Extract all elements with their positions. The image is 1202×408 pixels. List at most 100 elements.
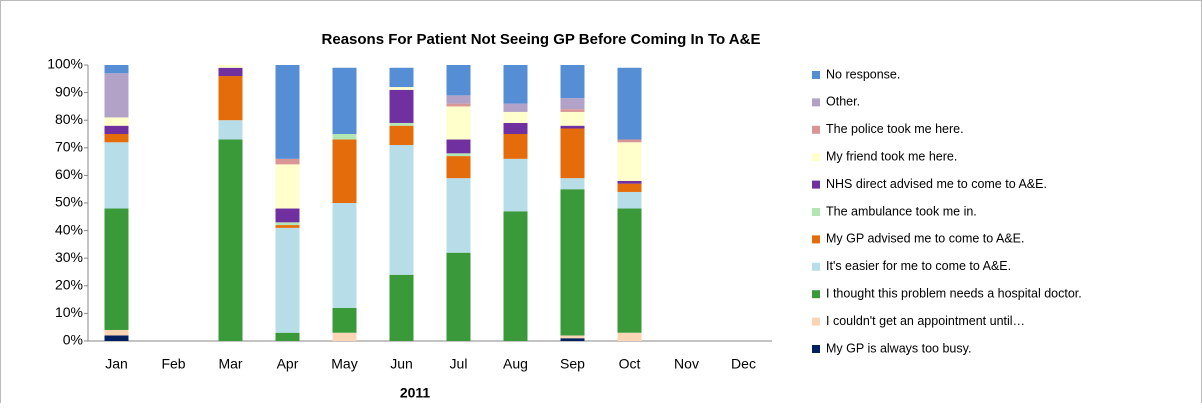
bar-segment — [446, 153, 471, 157]
bar-segment — [275, 332, 300, 341]
bar-segment — [446, 252, 471, 341]
bar-segment — [332, 307, 357, 333]
y-tick-label: 100% — [47, 56, 83, 72]
bar-segment — [218, 67, 243, 77]
legend-swatch — [812, 290, 820, 299]
bar-segment — [332, 203, 357, 308]
bar-segment — [560, 338, 585, 341]
bar-segment — [104, 73, 129, 118]
bar-segment — [389, 274, 414, 341]
bar-segment — [617, 67, 642, 140]
bar-segment — [389, 89, 414, 123]
bar-segment — [104, 329, 129, 336]
bar-segment — [446, 178, 471, 253]
x-tick-label: Nov — [674, 356, 699, 372]
bar-segment — [104, 134, 129, 143]
x-tick-label: Feb — [161, 356, 185, 372]
bar-segment — [104, 125, 129, 134]
y-tick-label: 30% — [55, 249, 83, 265]
legend-text: It's easier for me to come to A&E. — [826, 259, 1011, 273]
y-tick-label: 80% — [55, 111, 83, 127]
legend-text: My friend took me here. — [826, 149, 957, 163]
x-tick-label: Jun — [390, 356, 413, 372]
x-tick-label: Mar — [218, 356, 242, 372]
x-tick-label: Aug — [503, 356, 528, 372]
bar-segment — [275, 208, 300, 223]
y-tick-label: 0% — [63, 332, 83, 348]
bar-segment — [446, 103, 471, 107]
bar-segment — [218, 65, 243, 68]
legend-text: Other. — [826, 95, 860, 109]
bar-segment — [617, 139, 642, 143]
bar-segment — [503, 134, 528, 159]
bar-segment — [446, 106, 471, 140]
legend-text: My GP is always too busy. — [826, 341, 971, 355]
bar-segment — [275, 164, 300, 209]
legend-text: No response. — [826, 67, 900, 81]
bar-segment — [560, 109, 585, 112]
bar-segment — [617, 183, 642, 192]
x-tick-label: Jan — [105, 356, 128, 372]
x-tick-label: Sep — [560, 356, 585, 372]
y-tick-label: 20% — [55, 277, 83, 293]
legend-swatch — [812, 153, 820, 162]
bar-segment — [560, 125, 585, 129]
bar-segment — [503, 103, 528, 112]
x-tick-label: Jul — [450, 356, 468, 372]
bar-segment — [446, 65, 471, 96]
x-tick-label: Dec — [731, 356, 756, 372]
bar-segment — [617, 142, 642, 181]
x-tick-label: Oct — [619, 356, 641, 372]
legend-text: My GP advised me to come to A&E. — [826, 232, 1024, 246]
bar-segment — [104, 335, 129, 341]
bar-segment — [560, 335, 585, 339]
y-tick-label: 10% — [55, 304, 83, 320]
bar-segment — [104, 117, 129, 126]
legend-swatch — [812, 98, 820, 107]
legend-text: I couldn't get an appointment until… — [826, 314, 1025, 328]
x-tick-label: May — [331, 356, 357, 372]
y-tick-label: 70% — [55, 139, 83, 155]
legend-swatch — [812, 125, 820, 134]
legend-text: The ambulance took me in. — [826, 204, 977, 218]
bar-segment — [503, 158, 528, 212]
bar-segment — [218, 120, 243, 140]
legend-swatch — [812, 317, 820, 326]
bar-segment — [446, 139, 471, 154]
bar-segment — [389, 122, 414, 126]
legend-swatch — [812, 180, 820, 189]
bar-segment — [503, 122, 528, 134]
bar-segment — [332, 332, 357, 341]
bar-segment — [503, 111, 528, 123]
y-tick-label: 50% — [55, 194, 83, 210]
bar-segment — [560, 111, 585, 126]
bar-segment — [560, 178, 585, 190]
bar-segment — [503, 211, 528, 341]
bar-segment — [218, 76, 243, 121]
legend-swatch — [812, 208, 820, 216]
bar-segment — [332, 134, 357, 140]
bar-segment — [218, 139, 243, 341]
bar-segment — [560, 128, 585, 179]
bar-segment — [446, 95, 471, 104]
bar-segment — [275, 222, 300, 226]
legend-swatch — [812, 345, 820, 353]
legend-text: I thought this problem needs a hospital … — [826, 286, 1082, 300]
x-axis-label: 2011 — [400, 385, 431, 401]
bar-segment — [617, 332, 642, 341]
y-tick-label: 40% — [55, 221, 83, 237]
y-tick-label: 90% — [55, 83, 83, 99]
bar-segment — [389, 145, 414, 275]
bar-segment — [617, 180, 642, 184]
bar-segment — [104, 142, 129, 209]
bar-segment — [389, 67, 414, 88]
bar-segment — [560, 98, 585, 110]
bar-segment — [104, 208, 129, 330]
legend-text: NHS direct advised me to come to A&E. — [826, 177, 1047, 191]
legend-swatch — [812, 235, 820, 244]
bar-segment — [617, 191, 642, 209]
bar-segment — [275, 158, 300, 165]
